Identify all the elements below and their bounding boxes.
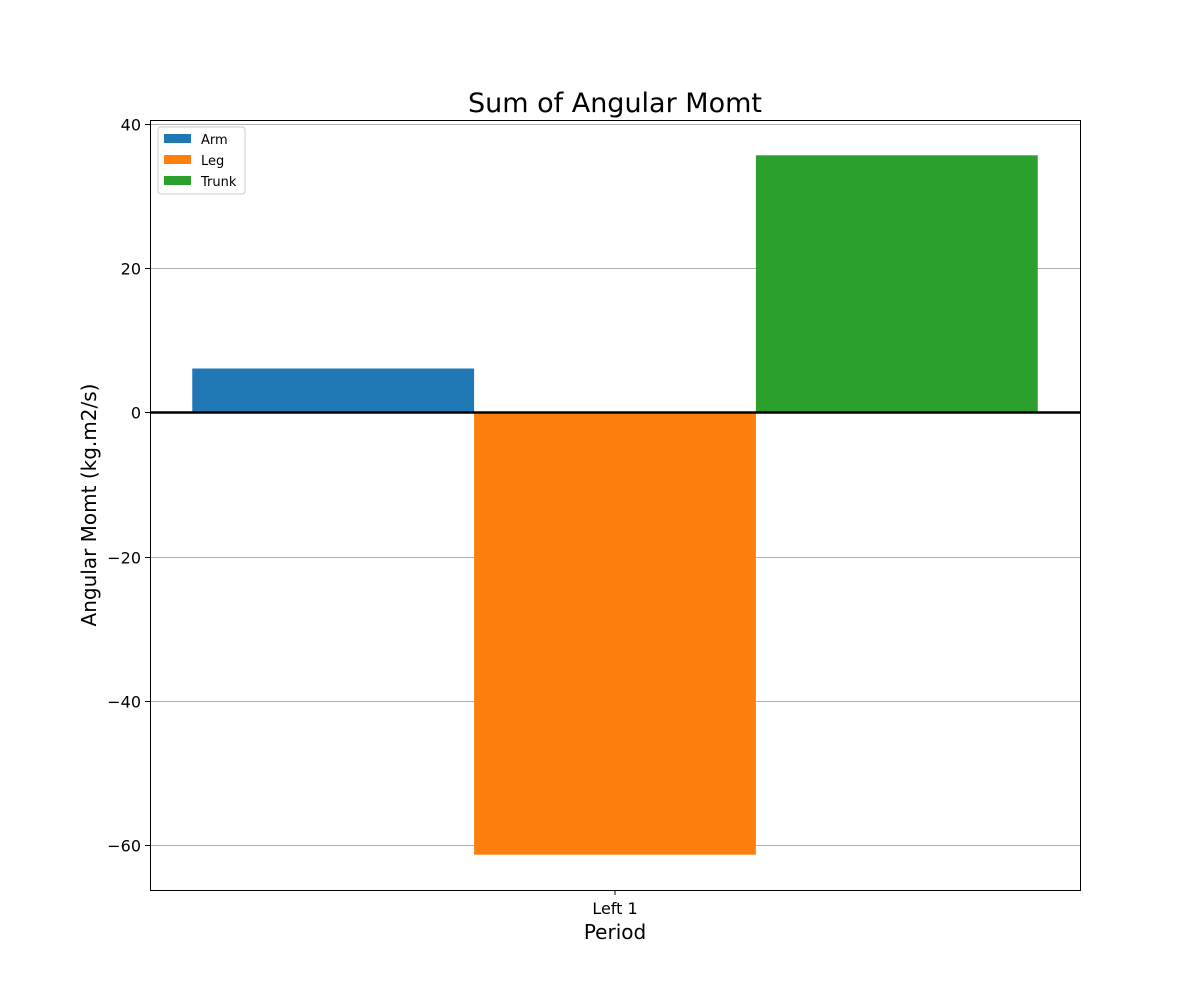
chart-title: Sum of Angular Momt <box>468 88 762 119</box>
y-tick-label: 0 <box>131 404 141 423</box>
x-tick-label: Left 1 <box>592 899 637 918</box>
x-axis-title: Period <box>584 920 646 944</box>
y-axis: 40 20 0 −20 −40 −60 <box>107 116 150 856</box>
legend-swatch-arm <box>164 134 191 143</box>
legend-swatch-trunk <box>164 176 191 185</box>
bars <box>192 155 1038 855</box>
bar-arm <box>192 368 475 413</box>
y-axis-title: Angular Momt (kg.m2/s) <box>77 384 101 627</box>
y-tick-label: −60 <box>107 837 141 856</box>
legend: Arm Leg Trunk <box>157 126 246 195</box>
legend-swatch-leg <box>164 155 191 164</box>
y-tick-label: 20 <box>121 260 141 279</box>
legend-label-trunk: Trunk <box>200 175 237 190</box>
y-tick-label: −20 <box>107 549 141 568</box>
x-axis: Left 1 <box>592 890 638 918</box>
y-tick-label: −40 <box>107 693 141 712</box>
bar-trunk <box>755 155 1038 413</box>
legend-label-arm: Arm <box>201 133 228 148</box>
legend-label-leg: Leg <box>201 154 224 169</box>
y-tick-label: 40 <box>121 116 141 135</box>
bar-leg <box>474 412 756 855</box>
